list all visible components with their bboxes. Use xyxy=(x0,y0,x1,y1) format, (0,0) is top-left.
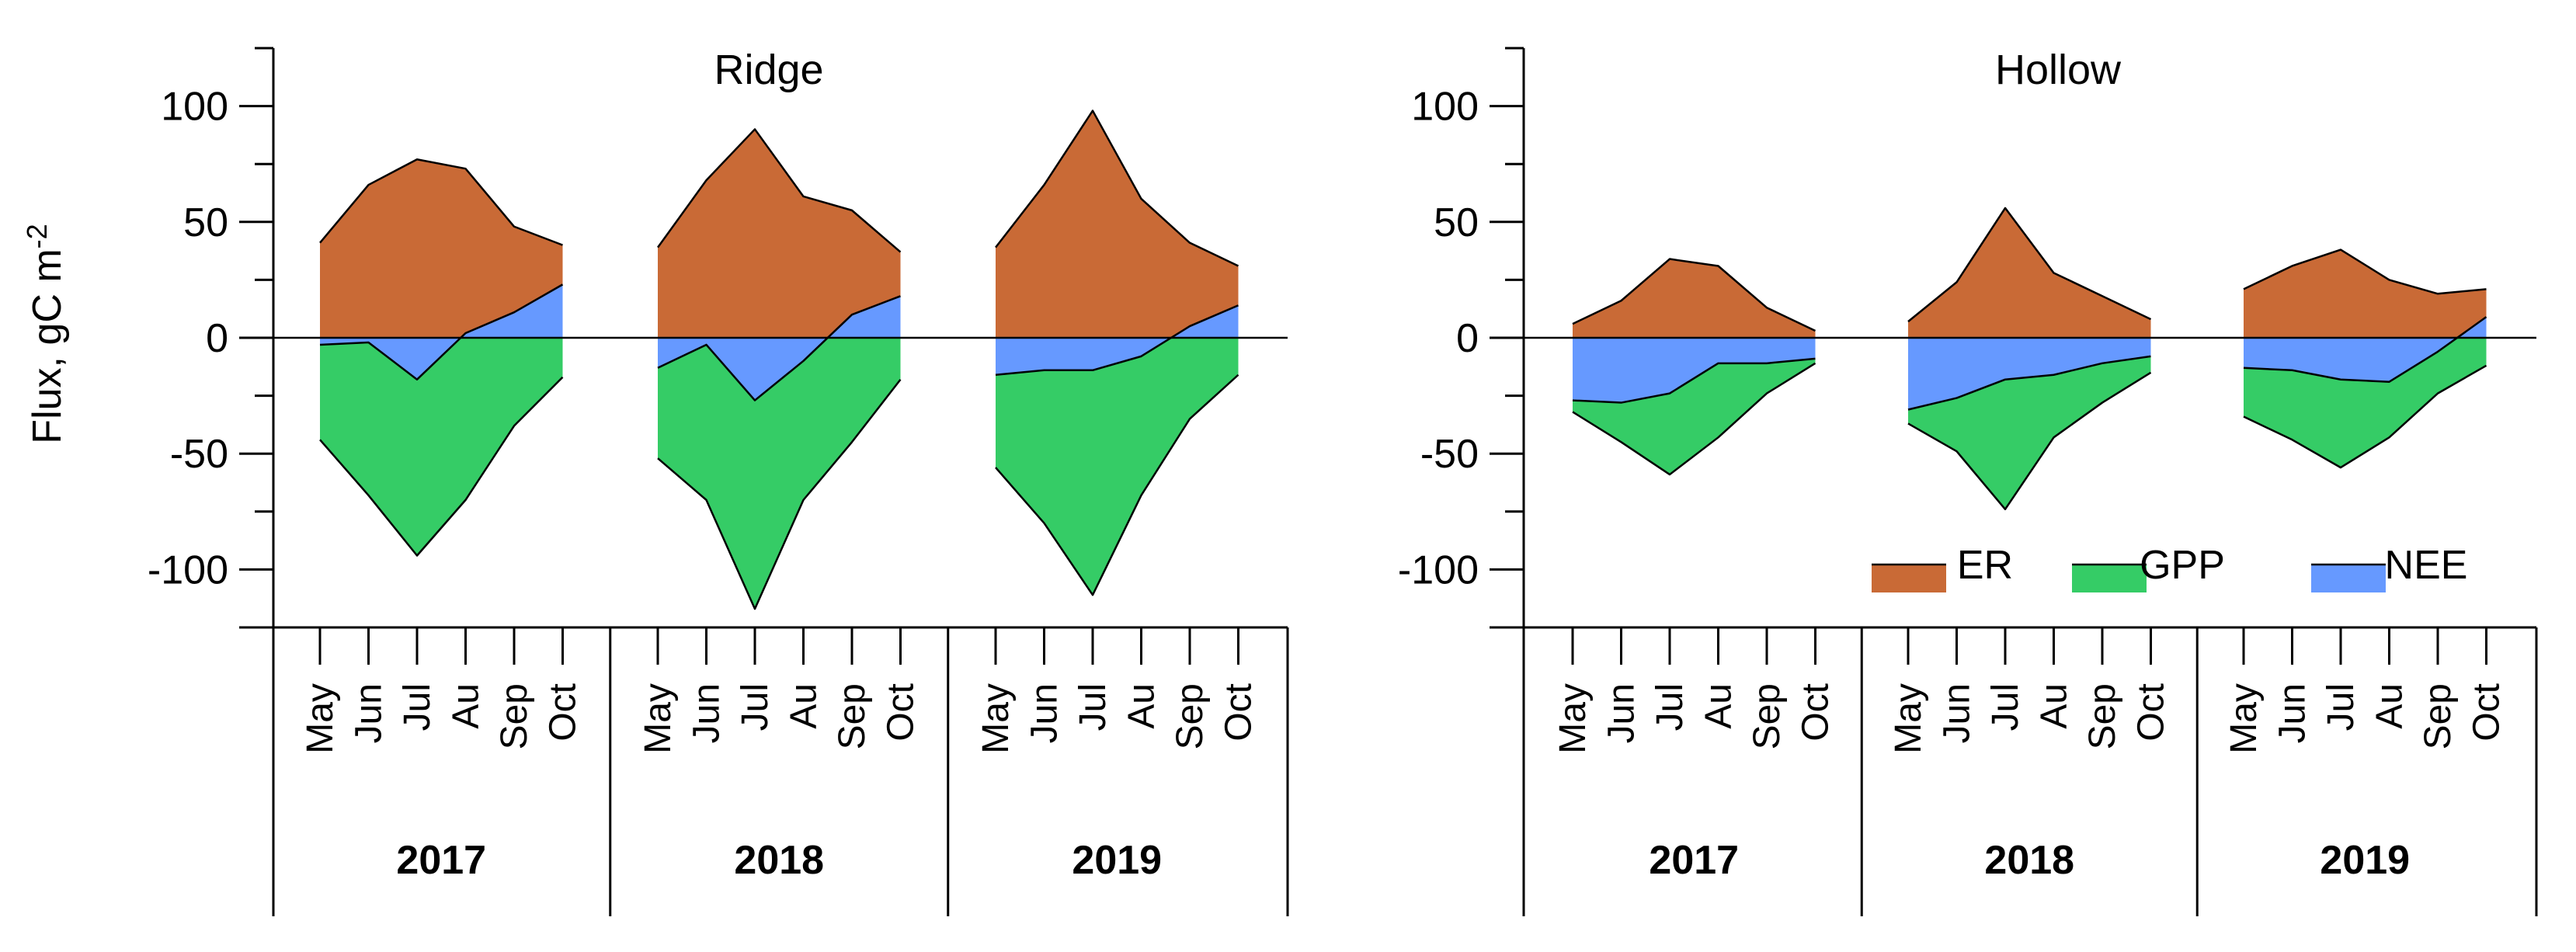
legend-swatch-er xyxy=(1872,565,1946,592)
ridge-nee-line-2019 xyxy=(995,304,1239,376)
legend-swatch-nee xyxy=(2311,565,2386,592)
ridge-nee-area-2018 xyxy=(658,296,901,401)
ridge-month-label: Au xyxy=(784,683,825,729)
hollow-month-label: Sep xyxy=(1747,683,1788,749)
ridge-month-label: Au xyxy=(1121,683,1163,729)
ridge-month-label: Jun xyxy=(687,683,728,743)
legend-label-gpp: GPP xyxy=(2140,543,2225,588)
hollow-y-tick-label: 50 xyxy=(1434,200,1479,245)
ridge-gpp-area-2018 xyxy=(658,338,901,610)
hollow-month-label: Oct xyxy=(2466,683,2508,742)
ridge-month-label: Oct xyxy=(1218,683,1260,742)
hollow-er-area-2017 xyxy=(1573,259,1816,338)
ridge-year-label-2018: 2018 xyxy=(734,838,824,883)
ridge-er-area-2017 xyxy=(320,159,563,338)
hollow-month-label: May xyxy=(1552,683,1594,754)
hollow-month-label: Oct xyxy=(1796,683,1837,742)
legend-swatch-gpp xyxy=(2072,565,2147,592)
y-axis-title: Flux, gC m-2 xyxy=(21,224,70,443)
ridge-y-tick-label: -100 xyxy=(148,547,228,592)
hollow-er-area-2019 xyxy=(2244,249,2487,338)
ridge-y-tick-label: 0 xyxy=(206,316,228,361)
hollow-nee-area-2017 xyxy=(1573,338,1816,403)
hollow-month-label: May xyxy=(1888,683,1929,754)
ridge-nee-line-2017 xyxy=(319,283,564,380)
ridge-y-tick-label: 50 xyxy=(183,200,228,245)
ridge-month-label: Jun xyxy=(349,683,390,743)
hollow-month-label: Jun xyxy=(1937,683,1978,743)
ridge-month-label: May xyxy=(975,683,1017,754)
ridge-month-label: Au xyxy=(446,683,487,729)
ridge-er-area-2018 xyxy=(658,129,901,338)
ridge-month-label: Jul xyxy=(397,683,438,731)
hollow-month-label: Jul xyxy=(1985,683,2026,731)
ridge-month-label: May xyxy=(638,683,679,754)
hollow-panel-title: Hollow xyxy=(1995,47,2122,93)
ridge-month-label: Sep xyxy=(1170,683,1211,749)
hollow-year-label-2019: 2019 xyxy=(2320,838,2410,883)
ridge-month-label: Jul xyxy=(1072,683,1114,731)
hollow-gpp-line-2018 xyxy=(1907,371,2152,511)
ridge-nee-line-2018 xyxy=(657,295,901,401)
ridge-y-tick-label: 100 xyxy=(161,85,228,130)
hollow-y-tick-label: -100 xyxy=(1398,547,1479,592)
hollow-y-tick-label: -50 xyxy=(1420,432,1479,477)
ridge-month-label: Sep xyxy=(832,683,873,749)
legend-label-er: ER xyxy=(1957,543,2013,588)
ridge-gpp-line-2019 xyxy=(995,374,1239,596)
hollow-nee-area-2018 xyxy=(1908,338,2151,410)
ridge-gpp-line-2018 xyxy=(657,378,902,610)
hollow-month-label: Sep xyxy=(2418,683,2459,749)
hollow-y-tick-label: 100 xyxy=(1411,85,1479,130)
hollow-month-label: Jul xyxy=(1650,683,1691,731)
ridge-er-area-2019 xyxy=(996,110,1239,338)
ridge-month-label: Oct xyxy=(543,683,584,742)
ridge-y-tick-label: -50 xyxy=(170,432,228,477)
hollow-gpp-line-2019 xyxy=(2243,364,2487,469)
legend-label-nee: NEE xyxy=(2385,543,2468,588)
hollow-month-label: Au xyxy=(2369,683,2411,729)
ridge-gpp-area-2017 xyxy=(320,338,563,556)
hollow-month-label: Jun xyxy=(2272,683,2314,743)
ridge-month-label: Jul xyxy=(735,683,776,731)
hollow-er-line-2019 xyxy=(2243,248,2487,295)
hollow-month-label: Oct xyxy=(2131,683,2172,742)
ridge-er-line-2018 xyxy=(656,128,902,253)
hollow-nee-line-2019 xyxy=(2243,316,2487,383)
hollow-gpp-line-2017 xyxy=(1572,362,1816,476)
ridge-gpp-line-2017 xyxy=(319,376,564,557)
ridge-year-label-2019: 2019 xyxy=(1072,838,1162,883)
ridge-er-line-2017 xyxy=(319,158,563,246)
ridge-gpp-area-2019 xyxy=(996,338,1239,596)
hollow-month-label: Sep xyxy=(2082,683,2123,749)
hollow-er-area-2018 xyxy=(1908,207,2151,338)
hollow-y-tick-label: 0 xyxy=(1456,316,1479,361)
ridge-month-label: May xyxy=(300,683,341,754)
ridge-month-label: Jun xyxy=(1024,683,1066,743)
hollow-month-label: May xyxy=(2223,683,2265,754)
hollow-nee-line-2017 xyxy=(1572,357,1816,404)
ridge-year-label-2017: 2017 xyxy=(396,838,486,883)
ridge-nee-area-2017 xyxy=(320,284,563,380)
hollow-month-label: Jul xyxy=(2320,683,2362,731)
hollow-nee-line-2018 xyxy=(1907,355,2151,411)
hollow-er-line-2018 xyxy=(1907,207,2152,323)
ridge-er-line-2019 xyxy=(995,109,1239,267)
ridge-month-label: Oct xyxy=(881,683,922,742)
hollow-er-line-2017 xyxy=(1572,258,1816,332)
hollow-year-label-2018: 2018 xyxy=(1984,838,2074,883)
ridge-month-label: Sep xyxy=(494,683,535,749)
hollow-month-label: Au xyxy=(1698,683,1740,729)
hollow-nee-area-2019 xyxy=(2244,317,2487,382)
legend: ER GPP NEE xyxy=(1872,543,2467,592)
hollow-month-label: Jun xyxy=(1601,683,1643,743)
hollow-year-label-2017: 2017 xyxy=(1649,838,1739,883)
ridge-nee-area-2019 xyxy=(996,305,1239,375)
hollow-month-label: Au xyxy=(2034,683,2075,729)
ridge-panel-title: Ridge xyxy=(714,47,823,93)
